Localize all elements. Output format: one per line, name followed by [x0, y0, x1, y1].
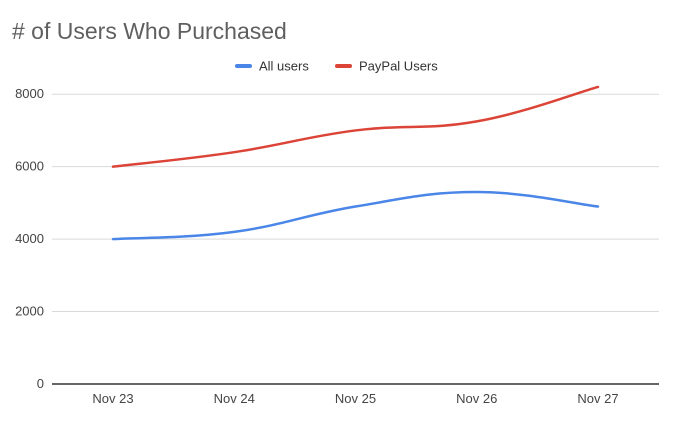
y-tick-label: 8000 [15, 86, 44, 101]
chart-title: # of Users Who Purchased [12, 18, 287, 44]
y-tick-label: 4000 [15, 231, 44, 246]
legend-item-all-users[interactable]: All users [235, 59, 309, 74]
gridlines [52, 93, 659, 313]
x-tick-label: Nov 24 [214, 391, 255, 406]
x-tick-label: Nov 23 [92, 391, 133, 406]
series-line-all-users [111, 190, 600, 241]
legend: All users PayPal Users [235, 59, 438, 74]
x-tick-label: Nov 27 [577, 391, 618, 406]
legend-label: PayPal Users [359, 59, 438, 74]
y-tick-label: 0 [37, 376, 44, 391]
x-tick-label: Nov 26 [456, 391, 497, 406]
series-lines [111, 85, 600, 241]
legend-item-paypal-users[interactable]: PayPal Users [335, 59, 438, 74]
series-line-paypal-users [111, 85, 600, 168]
y-tick-label: 2000 [15, 304, 44, 319]
y-tick-label: 6000 [15, 159, 44, 174]
x-tick-label: Nov 25 [335, 391, 376, 406]
axes: 0 2000 4000 6000 8000 Nov 23 Nov 24 Nov 25 Nov 2… [15, 86, 659, 406]
legend-label: All users [259, 59, 309, 74]
